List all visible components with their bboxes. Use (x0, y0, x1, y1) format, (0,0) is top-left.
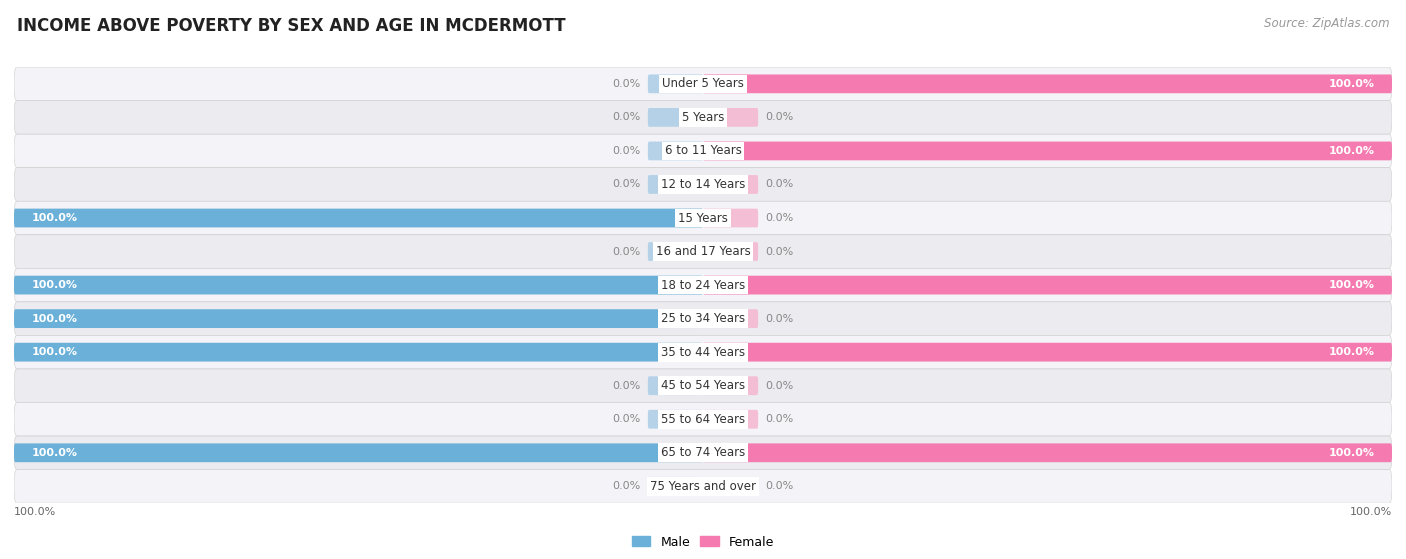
FancyBboxPatch shape (14, 67, 1392, 101)
Text: 0.0%: 0.0% (613, 481, 641, 491)
Text: 12 to 14 Years: 12 to 14 Years (661, 178, 745, 191)
Text: 65 to 74 Years: 65 to 74 Years (661, 446, 745, 459)
FancyBboxPatch shape (14, 335, 1392, 369)
FancyBboxPatch shape (14, 168, 1392, 201)
FancyBboxPatch shape (648, 410, 703, 429)
FancyBboxPatch shape (14, 470, 1392, 503)
FancyBboxPatch shape (14, 101, 1392, 134)
Text: 100.0%: 100.0% (31, 347, 77, 357)
FancyBboxPatch shape (14, 134, 1392, 168)
Text: 6 to 11 Years: 6 to 11 Years (665, 144, 741, 158)
Legend: Male, Female: Male, Female (627, 530, 779, 553)
Text: 5 Years: 5 Years (682, 111, 724, 124)
Text: 35 to 44 Years: 35 to 44 Years (661, 345, 745, 359)
Text: 0.0%: 0.0% (613, 381, 641, 391)
Text: Source: ZipAtlas.com: Source: ZipAtlas.com (1264, 17, 1389, 30)
FancyBboxPatch shape (648, 108, 703, 127)
Text: 0.0%: 0.0% (765, 381, 793, 391)
FancyBboxPatch shape (703, 209, 758, 228)
FancyBboxPatch shape (703, 242, 758, 261)
FancyBboxPatch shape (703, 477, 758, 496)
FancyBboxPatch shape (14, 369, 1392, 402)
Text: 0.0%: 0.0% (613, 79, 641, 89)
FancyBboxPatch shape (703, 410, 758, 429)
FancyBboxPatch shape (14, 343, 703, 362)
FancyBboxPatch shape (703, 443, 1392, 462)
Text: 100.0%: 100.0% (1350, 507, 1392, 517)
Text: 18 to 24 Years: 18 to 24 Years (661, 278, 745, 292)
Text: 0.0%: 0.0% (765, 314, 793, 324)
Text: 0.0%: 0.0% (613, 247, 641, 257)
FancyBboxPatch shape (648, 242, 703, 261)
Text: 0.0%: 0.0% (613, 179, 641, 190)
Text: 0.0%: 0.0% (613, 112, 641, 122)
FancyBboxPatch shape (14, 235, 1392, 268)
FancyBboxPatch shape (703, 141, 1392, 160)
FancyBboxPatch shape (703, 175, 758, 194)
FancyBboxPatch shape (648, 477, 703, 496)
Text: INCOME ABOVE POVERTY BY SEX AND AGE IN MCDERMOTT: INCOME ABOVE POVERTY BY SEX AND AGE IN M… (17, 17, 565, 35)
Text: 0.0%: 0.0% (613, 414, 641, 424)
Text: 100.0%: 100.0% (31, 280, 77, 290)
Text: 0.0%: 0.0% (765, 414, 793, 424)
FancyBboxPatch shape (703, 376, 758, 395)
Text: 100.0%: 100.0% (1329, 347, 1375, 357)
Text: 75 Years and over: 75 Years and over (650, 480, 756, 493)
Text: 100.0%: 100.0% (31, 314, 77, 324)
Text: 0.0%: 0.0% (765, 179, 793, 190)
FancyBboxPatch shape (648, 376, 703, 395)
Text: 25 to 34 Years: 25 to 34 Years (661, 312, 745, 325)
FancyBboxPatch shape (703, 276, 1392, 295)
FancyBboxPatch shape (648, 175, 703, 194)
FancyBboxPatch shape (648, 141, 703, 160)
Text: 0.0%: 0.0% (765, 213, 793, 223)
Text: 45 to 54 Years: 45 to 54 Years (661, 379, 745, 392)
FancyBboxPatch shape (14, 268, 1392, 302)
FancyBboxPatch shape (14, 436, 1392, 470)
FancyBboxPatch shape (648, 74, 703, 93)
Text: 100.0%: 100.0% (31, 213, 77, 223)
FancyBboxPatch shape (14, 309, 703, 328)
FancyBboxPatch shape (14, 276, 703, 295)
FancyBboxPatch shape (703, 343, 1392, 362)
Text: 15 Years: 15 Years (678, 211, 728, 225)
FancyBboxPatch shape (14, 201, 1392, 235)
Text: 16 and 17 Years: 16 and 17 Years (655, 245, 751, 258)
Text: 0.0%: 0.0% (765, 247, 793, 257)
Text: 0.0%: 0.0% (765, 481, 793, 491)
Text: 100.0%: 100.0% (14, 507, 56, 517)
FancyBboxPatch shape (703, 74, 1392, 93)
FancyBboxPatch shape (14, 209, 703, 228)
Text: 55 to 64 Years: 55 to 64 Years (661, 413, 745, 426)
Text: 100.0%: 100.0% (31, 448, 77, 458)
FancyBboxPatch shape (703, 108, 758, 127)
FancyBboxPatch shape (14, 302, 1392, 335)
Text: 100.0%: 100.0% (1329, 280, 1375, 290)
Text: Under 5 Years: Under 5 Years (662, 77, 744, 91)
Text: 0.0%: 0.0% (613, 146, 641, 156)
FancyBboxPatch shape (14, 402, 1392, 436)
Text: 0.0%: 0.0% (765, 112, 793, 122)
Text: 100.0%: 100.0% (1329, 448, 1375, 458)
Text: 100.0%: 100.0% (1329, 79, 1375, 89)
Text: 100.0%: 100.0% (1329, 146, 1375, 156)
FancyBboxPatch shape (703, 309, 758, 328)
FancyBboxPatch shape (14, 443, 703, 462)
